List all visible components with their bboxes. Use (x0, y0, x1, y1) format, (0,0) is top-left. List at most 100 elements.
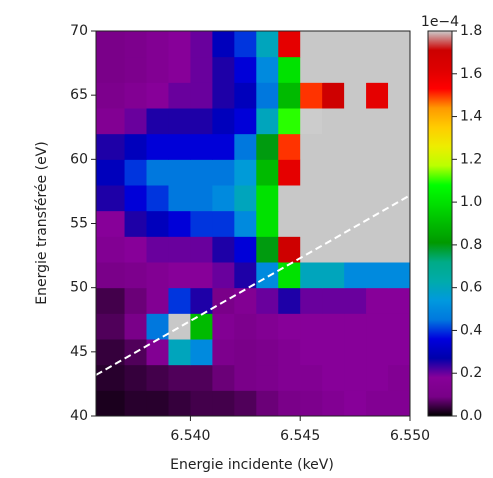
heatmap-cell (300, 133, 323, 160)
heatmap-cell (146, 287, 169, 314)
heatmap-cell (146, 185, 169, 212)
heatmap-cell (256, 185, 279, 212)
heatmap-cell (366, 108, 389, 135)
x-tick-label: 6.545 (280, 428, 320, 444)
heatmap-cell (96, 185, 126, 212)
heatmap-cell (190, 390, 213, 417)
heatmap-cell (168, 262, 191, 289)
heatmap-cell (96, 108, 126, 135)
heatmap-cell (168, 133, 191, 160)
heatmap-cell (278, 56, 301, 83)
heatmap-cell (234, 390, 257, 417)
heatmap-cell (300, 31, 323, 58)
colorbar (427, 30, 453, 417)
heatmap-cell (96, 210, 126, 237)
heatmap-cell (278, 339, 301, 366)
heatmap-cell (278, 313, 301, 340)
heatmap-cell (124, 287, 148, 314)
heatmap-cell (146, 390, 169, 417)
heatmap-cell (344, 31, 367, 58)
heatmap-cell (124, 82, 148, 109)
heatmap-cell (388, 313, 411, 340)
heatmap-cell (300, 287, 323, 314)
heatmap-cell (190, 313, 213, 340)
heatmap-cell (212, 108, 235, 135)
heatmap-cell (212, 262, 235, 289)
heatmap-cell (388, 159, 411, 186)
heatmap-cell (168, 287, 191, 314)
heatmap-cell (322, 133, 345, 160)
heatmap-cell (322, 262, 345, 289)
heatmap-cell (168, 31, 191, 58)
heatmap-cell (256, 108, 279, 135)
heatmap-cell (366, 339, 389, 366)
heatmap-cell (366, 313, 389, 340)
y-tick-label: 55 (70, 216, 88, 232)
heatmap-cell (344, 185, 367, 212)
heatmap-cell (278, 210, 301, 237)
heatmap-cell (212, 339, 235, 366)
heatmap-cell (278, 262, 301, 289)
heatmap-cell (322, 364, 345, 391)
heatmap-cell (322, 339, 345, 366)
heatmap-cell (212, 56, 235, 83)
y-axis-label: Energie transférée (eV) (34, 141, 50, 304)
heatmap-cell (168, 159, 191, 186)
heatmap-cell (190, 364, 213, 391)
y-tick-label: 45 (70, 344, 88, 360)
heatmap-cell (256, 56, 279, 83)
heatmap-cell (322, 390, 345, 417)
colorbar-tick-label: 0.4 (460, 322, 482, 338)
heatmap-cell (256, 287, 279, 314)
heatmap-cell (212, 210, 235, 237)
heatmap-cell (96, 364, 126, 391)
heatmap-cell (212, 185, 235, 212)
heatmap-cell (344, 236, 367, 263)
heatmap-cell (278, 287, 301, 314)
heatmap-cell (256, 210, 279, 237)
heatmap-cell (168, 313, 191, 340)
heatmap-cell (168, 56, 191, 83)
heatmap-cell (146, 133, 169, 160)
heatmap-cell (388, 236, 411, 263)
heatmap-cell (388, 133, 411, 160)
heatmap-cell (190, 159, 213, 186)
heatmap-cell (344, 287, 367, 314)
heatmap-cell (300, 364, 323, 391)
heatmap-cell (344, 313, 367, 340)
heatmap-cell (366, 31, 389, 58)
heatmap-cell (190, 82, 213, 109)
heatmap-cell (234, 31, 257, 58)
colorbar-tick-label: 0.2 (460, 365, 482, 381)
x-axis-label: Energie incidente (keV) (170, 457, 334, 473)
colorbar-tick-label: 0.8 (460, 237, 482, 253)
heatmap-cell (322, 108, 345, 135)
heatmap-cell (388, 82, 411, 109)
heatmap-cell (212, 82, 235, 109)
heatmap-cell (322, 31, 345, 58)
heatmap-cell (96, 390, 126, 417)
heatmap-cell (256, 159, 279, 186)
colorbar-tick-label: 1.0 (460, 194, 482, 210)
colorbar-tick-label: 0.6 (460, 280, 482, 296)
heatmap-cell (278, 185, 301, 212)
heatmap-cell (146, 313, 169, 340)
heatmap-cell (322, 185, 345, 212)
heatmap-cell (300, 159, 323, 186)
heatmap-cell (256, 262, 279, 289)
heatmap-cell (124, 159, 148, 186)
heatmap-cell (190, 236, 213, 263)
heatmap-cell (234, 133, 257, 160)
heatmap-cell (300, 210, 323, 237)
heatmap-cell (234, 364, 257, 391)
heatmap-cell (344, 82, 367, 109)
heatmap-cell (344, 159, 367, 186)
heatmap-cell (190, 210, 213, 237)
heatmap-cell (212, 31, 235, 58)
heatmap-cell (344, 339, 367, 366)
heatmap-cell (96, 262, 126, 289)
heatmap-cell (300, 236, 323, 263)
heatmap-cell (256, 133, 279, 160)
heatmap-cell (366, 210, 389, 237)
y-tick-label: 60 (70, 151, 88, 167)
